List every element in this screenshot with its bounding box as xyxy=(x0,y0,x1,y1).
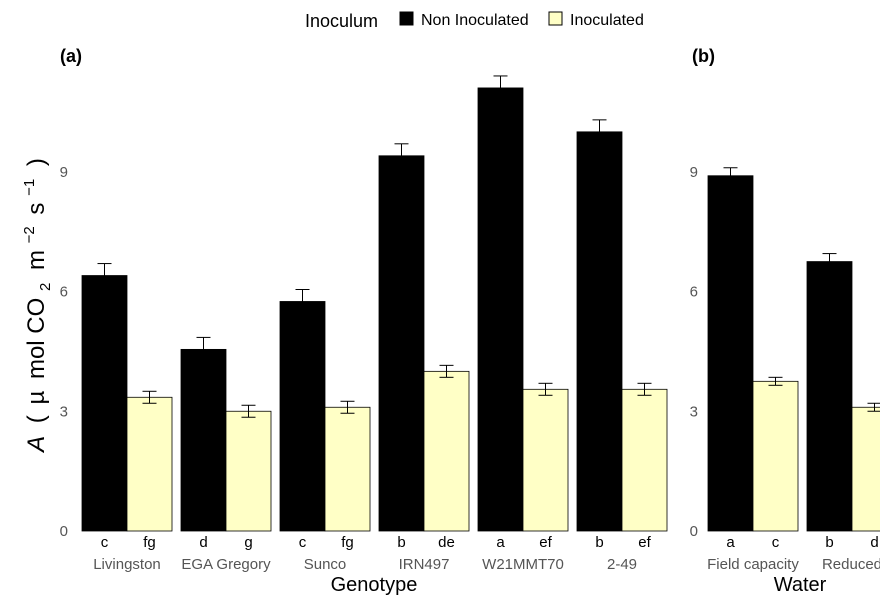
panel-tag: (a) xyxy=(60,46,82,66)
bar xyxy=(279,301,326,532)
significance-letter: b xyxy=(397,534,405,551)
significance-letter: c xyxy=(299,534,307,551)
significance-letter: fg xyxy=(341,534,354,551)
legend-label-inoculated: Inoculated xyxy=(570,12,644,29)
bar xyxy=(81,275,128,532)
category-label: Field capacity xyxy=(707,556,799,573)
bar xyxy=(477,87,524,532)
bar xyxy=(707,175,754,532)
significance-letter: b xyxy=(595,534,603,551)
legend: Inoculum Non Inoculated Inoculated xyxy=(305,11,644,31)
legend-swatch-inoculated xyxy=(548,11,563,26)
bar xyxy=(180,348,227,532)
y-axis-label: A ( µ mol CO 2 m −2 s −1 ) xyxy=(13,158,56,454)
y-label-sub-2: 2 xyxy=(37,283,54,291)
y-tick-label: 6 xyxy=(60,284,68,301)
significance-letter: a xyxy=(496,534,505,551)
panel-tag: (b) xyxy=(692,46,715,66)
chart-layer: (a) 0 3 6 9 c fg Livingston d g EGA Gregory c fg Sunc… xyxy=(60,46,880,596)
panel-a: (a) 0 3 6 9 c fg Livingston d g EGA Gregory c fg Sunc… xyxy=(60,46,668,596)
category-label: IRN497 xyxy=(399,556,450,573)
significance-letter: a xyxy=(726,534,735,551)
significance-letter: c xyxy=(772,534,780,551)
significance-letter: ef xyxy=(638,534,651,551)
x-axis-title: Water xyxy=(774,574,827,596)
y-label-mu: µ xyxy=(23,391,50,405)
y-tick-label: 9 xyxy=(60,164,68,181)
y-label-s: s xyxy=(23,203,50,215)
significance-letter: b xyxy=(825,534,833,551)
category-label: 2-49 xyxy=(607,556,637,573)
y-label-a: A xyxy=(23,436,50,454)
y-label-close: ) xyxy=(23,158,50,166)
significance-letter: de xyxy=(438,534,455,551)
y-label-sup-m: −2 xyxy=(21,226,38,243)
x-axis-title: Genotype xyxy=(331,574,418,596)
bar xyxy=(423,370,470,532)
category-label: Sunco xyxy=(304,556,347,573)
significance-letter: c xyxy=(101,534,109,551)
legend-swatch-non-inoculated xyxy=(399,11,414,26)
significance-letter: d xyxy=(870,534,878,551)
y-tick-label: 6 xyxy=(690,284,698,301)
bar xyxy=(225,410,272,532)
significance-letter: ef xyxy=(539,534,552,551)
bar xyxy=(378,155,425,532)
category-label: W21MMT70 xyxy=(482,556,564,573)
y-label-m: m xyxy=(23,250,50,270)
category-label: Reduced xyxy=(822,556,880,573)
y-tick-label: 9 xyxy=(690,164,698,181)
bar xyxy=(576,131,623,532)
bar xyxy=(522,388,569,532)
legend-label-non-inoculated: Non Inoculated xyxy=(421,12,529,29)
y-tick-label: 0 xyxy=(60,523,68,540)
bar xyxy=(621,388,668,532)
legend-title: Inoculum xyxy=(305,11,378,31)
y-tick-label: 0 xyxy=(690,523,698,540)
y-tick-label: 3 xyxy=(690,403,698,420)
bar xyxy=(806,261,853,532)
y-tick-label: 3 xyxy=(60,403,68,420)
y-label-sup-s: −1 xyxy=(21,179,38,196)
significance-letter: d xyxy=(199,534,207,551)
significance-letter: g xyxy=(244,534,252,551)
category-label: Livingston xyxy=(93,556,161,573)
category-label: EGA Gregory xyxy=(181,556,271,573)
significance-letter: fg xyxy=(143,534,156,551)
bar xyxy=(324,406,371,532)
bar xyxy=(126,396,173,532)
y-label-mol-co: mol CO xyxy=(23,298,50,379)
bar xyxy=(752,380,799,532)
y-label-open: ( xyxy=(23,415,50,423)
bar xyxy=(851,406,880,532)
